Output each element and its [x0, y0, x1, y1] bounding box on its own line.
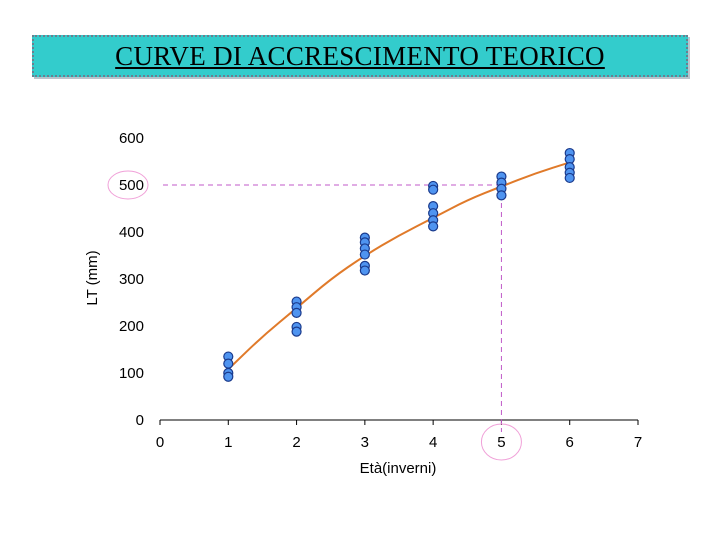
y-tick-label: 300	[119, 271, 144, 288]
data-points	[223, 147, 575, 382]
x-tick-label: 2	[292, 434, 300, 451]
x-tick-label: 1	[224, 434, 232, 451]
data-point	[291, 326, 302, 337]
data-point	[223, 371, 234, 382]
y-tick-label: 0	[136, 412, 144, 429]
tick-labels: 0 1 2 3 4 5 6 7 0 100 200 300 400 500 600	[119, 130, 642, 451]
chart-axes	[159, 419, 639, 425]
data-point	[291, 307, 302, 318]
data-point	[496, 190, 507, 201]
y-tick-label: 600	[119, 130, 144, 147]
data-point	[359, 265, 370, 276]
x-tick-label: 7	[634, 434, 642, 451]
y-tick-label: 500	[119, 177, 144, 194]
data-point	[359, 249, 370, 260]
y-tick-label: 100	[119, 365, 144, 382]
y-tick-highlight-circle	[107, 170, 149, 200]
x-axis-label: Età(inverni)	[360, 460, 437, 477]
growth-curve-line	[227, 161, 571, 370]
y-axis-label: LT (mm)	[84, 250, 101, 305]
x-tick-label: 6	[566, 434, 574, 451]
x-tick-label: 3	[361, 434, 369, 451]
tick-highlights	[107, 170, 522, 461]
x-tick-label: 0	[156, 434, 164, 451]
reference-lines	[163, 184, 502, 432]
x-tick-label: 5	[497, 434, 505, 451]
y-tick-label: 200	[119, 318, 144, 335]
x-tick-label: 4	[429, 434, 437, 451]
y-tick-label: 400	[119, 224, 144, 241]
data-point	[564, 172, 575, 184]
data-point	[428, 184, 439, 195]
data-point	[223, 358, 234, 369]
data-point	[428, 221, 439, 232]
page-title: CURVE DI ACCRESCIMENTO TEORICO	[115, 40, 605, 71]
growth-curve	[227, 161, 571, 370]
x-tick-highlight-circle	[480, 423, 522, 461]
title-banner: CURVE DI ACCRESCIMENTO TEORICO	[32, 35, 688, 77]
